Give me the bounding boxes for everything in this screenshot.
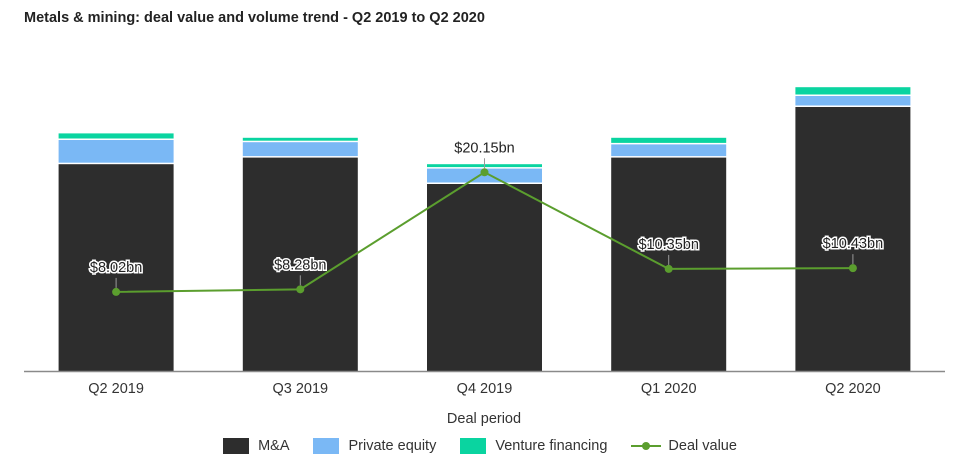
deal-value-point-q3-2019	[296, 285, 305, 294]
color-swatch-icon	[223, 438, 250, 454]
bar-m-a-q4-2019	[427, 184, 542, 371]
bar-venture-financing-q1-2020	[611, 137, 727, 143]
deal-value-point-q1-2020	[664, 264, 673, 273]
line-marker-icon	[631, 438, 662, 454]
legend-item-m-a[interactable]: M&A	[223, 438, 289, 454]
deal-value-line-layer: $8.02bn $8.28bn $20.15bn $10.35bn $10.43bn	[88, 140, 885, 296]
legend-label: Venture financing	[495, 438, 608, 454]
deal-value-label: $10.35bn	[638, 237, 698, 253]
x-tick-label: Q3 2019	[272, 381, 328, 397]
bar-private-equity-q2-2020	[795, 96, 911, 106]
bar-private-equity-q2-2019	[58, 140, 174, 163]
deal-value-label: $8.28bn	[274, 257, 326, 273]
legend-item-venture-financing[interactable]: Venture financing	[460, 438, 607, 454]
legend: M&A Private equity Venture financing Deal v…	[0, 438, 960, 454]
legend-label: Deal value	[668, 438, 737, 454]
chart-title: Metals & mining: deal value and volume t…	[24, 10, 485, 26]
color-swatch-icon	[460, 438, 487, 454]
color-swatch-icon	[313, 438, 340, 454]
bar-m-a-q2-2019	[58, 164, 174, 371]
deal-value-label: $20.15bn	[454, 140, 514, 156]
bar-private-equity-q3-2019	[242, 142, 358, 157]
legend-label: Private equity	[348, 438, 437, 454]
bar-venture-financing-q2-2020	[795, 87, 911, 95]
x-tick-label: Q2 2020	[825, 381, 881, 397]
x-tick-label: Q4 2019	[457, 381, 513, 397]
deal-value-label: $8.02bn	[90, 260, 142, 276]
deal-value-point-q2-2019	[112, 287, 121, 296]
bar-venture-financing-q2-2019	[58, 133, 174, 139]
deal-value-point-q4-2019	[480, 168, 489, 177]
bar-private-equity-q1-2020	[611, 144, 727, 157]
bars-layer	[58, 87, 911, 371]
legend-item-deal-value[interactable]: Deal value	[631, 438, 737, 454]
deal-value-label: $10.43bn	[823, 236, 883, 252]
x-axis-label: Deal period	[447, 411, 521, 427]
x-tick-labels: Q2 2019 Q3 2019 Q4 2019 Q1 2020 Q2 2020	[88, 381, 880, 397]
legend-label: M&A	[258, 438, 290, 454]
bar-venture-financing-q3-2019	[242, 137, 358, 141]
legend-item-private-equity[interactable]: Private equity	[313, 438, 436, 454]
deal-value-point-q2-2020	[848, 264, 857, 273]
x-tick-label: Q2 2019	[88, 381, 144, 397]
bar-m-a-q2-2020	[795, 107, 911, 371]
x-tick-label: Q1 2020	[641, 381, 697, 397]
